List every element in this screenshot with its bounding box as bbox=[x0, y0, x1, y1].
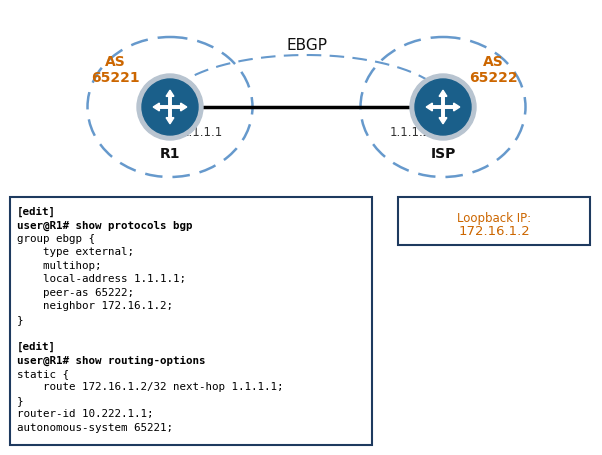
Text: }: } bbox=[17, 314, 23, 324]
Text: autonomous-system 65221;: autonomous-system 65221; bbox=[17, 422, 173, 432]
Text: multihop;: multihop; bbox=[17, 260, 102, 270]
Text: group ebgp {: group ebgp { bbox=[17, 233, 95, 243]
Text: }: } bbox=[17, 395, 23, 405]
Text: static {: static { bbox=[17, 368, 69, 378]
Text: neighbor 172.16.1.2;: neighbor 172.16.1.2; bbox=[17, 301, 173, 311]
Circle shape bbox=[142, 80, 198, 136]
Circle shape bbox=[410, 75, 476, 141]
FancyArrow shape bbox=[439, 108, 447, 125]
FancyArrow shape bbox=[153, 104, 170, 111]
Text: [edit]: [edit] bbox=[17, 341, 56, 351]
Text: type external;: type external; bbox=[17, 247, 134, 257]
Text: 1.1.1.2: 1.1.1.2 bbox=[389, 126, 431, 139]
FancyArrow shape bbox=[426, 104, 443, 111]
Text: user@R1# show protocols bgp: user@R1# show protocols bgp bbox=[17, 220, 193, 230]
Circle shape bbox=[137, 75, 203, 141]
Text: [edit]: [edit] bbox=[17, 207, 56, 217]
Text: ISP: ISP bbox=[430, 147, 456, 161]
Circle shape bbox=[415, 80, 471, 136]
FancyArrow shape bbox=[166, 91, 174, 108]
Text: route 172.16.1.2/32 next-hop 1.1.1.1;: route 172.16.1.2/32 next-hop 1.1.1.1; bbox=[17, 382, 284, 392]
FancyArrow shape bbox=[170, 104, 187, 111]
Text: router-id 10.222.1.1;: router-id 10.222.1.1; bbox=[17, 409, 154, 419]
Text: R1: R1 bbox=[160, 147, 180, 161]
FancyArrow shape bbox=[166, 108, 174, 125]
Text: AS
65221: AS 65221 bbox=[91, 55, 139, 85]
Text: local-address 1.1.1.1;: local-address 1.1.1.1; bbox=[17, 274, 186, 284]
Text: 1.1.1.1: 1.1.1.1 bbox=[182, 126, 223, 139]
Text: AS
65222: AS 65222 bbox=[469, 55, 517, 85]
FancyBboxPatch shape bbox=[10, 197, 372, 445]
Text: Loopback IP:: Loopback IP: bbox=[457, 212, 531, 224]
Text: EBGP: EBGP bbox=[286, 38, 327, 53]
Text: user@R1# show routing-options: user@R1# show routing-options bbox=[17, 355, 205, 365]
FancyBboxPatch shape bbox=[398, 197, 590, 245]
FancyArrow shape bbox=[443, 104, 460, 111]
Text: 172.16.1.2: 172.16.1.2 bbox=[458, 224, 530, 238]
FancyArrow shape bbox=[439, 91, 447, 108]
Text: peer-as 65222;: peer-as 65222; bbox=[17, 288, 134, 298]
